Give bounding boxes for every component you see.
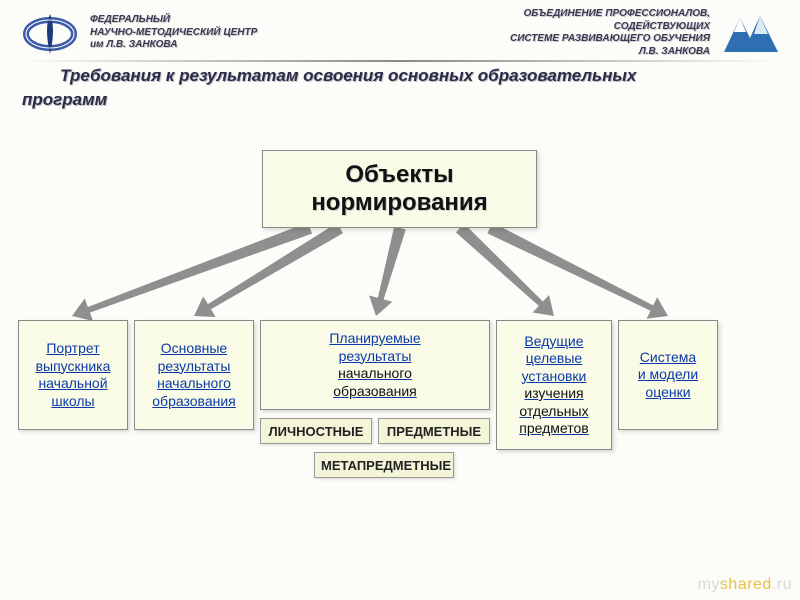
- org-right-text: ОБЪЕДИНЕНИЕ ПРОФЕССИОНАЛОВ, СОДЕЙСТВУЮЩИ…: [510, 8, 710, 58]
- slide-header: ФЕДЕРАЛЬНЫЙ НАУЧНО-МЕТОДИЧЕСКИЙ ЦЕНТР им…: [0, 0, 800, 60]
- leaf-link-1[interactable]: Основные результаты начального образован…: [152, 340, 235, 410]
- leaf-plain-3: изучения отдельных предметов: [519, 385, 588, 438]
- arrow-4: [487, 223, 668, 319]
- leaf-plain-2: начального образования: [333, 365, 416, 400]
- leaf-link-2[interactable]: Планируемые результаты: [329, 330, 420, 365]
- watermark-pre: my: [698, 576, 720, 593]
- arrow-0: [72, 222, 312, 321]
- header-left: ФЕДЕРАЛЬНЫЙ НАУЧНО-МЕТОДИЧЕСКИЙ ЦЕНТР им…: [20, 8, 257, 58]
- root-box: Объекты нормирования: [262, 150, 537, 228]
- logo-right-icon: [720, 8, 780, 58]
- sub-box-1: ПРЕДМЕТНЫЕ: [378, 418, 490, 444]
- sub-box-0: ЛИЧНОСТНЫЕ: [260, 418, 372, 444]
- leaf-box-4: Система и модели оценки: [618, 320, 718, 430]
- header-right: ОБЪЕДИНЕНИЕ ПРОФЕССИОНАЛОВ, СОДЕЙСТВУЮЩИ…: [510, 8, 780, 58]
- arrow-3: [456, 224, 554, 316]
- leaf-box-3: Ведущие целевые установкиизучения отдель…: [496, 320, 612, 450]
- leaf-box-1: Основные результаты начального образован…: [134, 320, 254, 430]
- diagram-canvas: Объекты нормирования Портрет выпускника …: [0, 130, 800, 600]
- watermark-post: .ru: [772, 576, 792, 593]
- watermark-hl: shared: [720, 576, 772, 593]
- org-left-text: ФЕДЕРАЛЬНЫЙ НАУЧНО-МЕТОДИЧЕСКИЙ ЦЕНТР им…: [90, 14, 257, 52]
- watermark: myshared.ru: [698, 576, 792, 594]
- leaf-box-2: Планируемые результатыначального образов…: [260, 320, 490, 410]
- slide-title-line2: программ: [0, 86, 800, 110]
- logo-left-icon: [20, 8, 80, 58]
- arrow-2: [369, 226, 406, 316]
- slide-title-line1: Требования к результатам освоения основн…: [0, 62, 800, 86]
- leaf-link-0[interactable]: Портрет выпускника начальной школы: [36, 340, 111, 410]
- leaf-link-3[interactable]: Ведущие целевые установки: [522, 333, 587, 386]
- leaf-box-0: Портрет выпускника начальной школы: [18, 320, 128, 430]
- sub-box-2: МЕТАПРЕДМЕТНЫЕ: [314, 452, 454, 478]
- leaf-link-4[interactable]: Система и модели оценки: [638, 349, 698, 402]
- arrow-1: [194, 223, 343, 317]
